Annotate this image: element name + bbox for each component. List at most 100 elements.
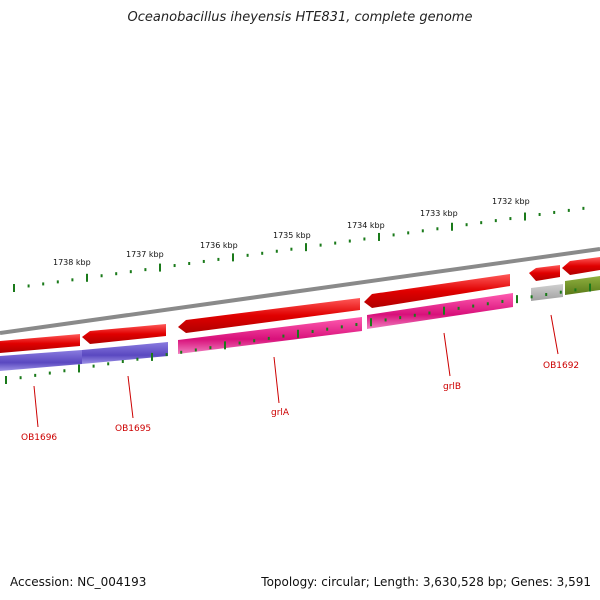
inner-tick-minor-26 <box>384 318 387 322</box>
label-ob1692[interactable]: OB1692 <box>543 361 579 371</box>
scale-tick-minor-36 <box>538 212 541 216</box>
label-ob1696[interactable]: OB1696 <box>21 433 57 443</box>
tick-label-1735: 1735 kbp <box>273 231 311 240</box>
scale-tick-minor-3 <box>56 280 59 284</box>
inner-tick-minor-23 <box>340 325 343 329</box>
inner-tick-minor-27 <box>399 316 402 320</box>
tick-label-1738: 1738 kbp <box>53 258 91 267</box>
inner-tick-minor-32 <box>472 304 475 308</box>
inner-tick-minor-24 <box>355 323 358 327</box>
inner-tick-marks <box>5 283 591 384</box>
inner-tick-minor-16 <box>238 341 241 345</box>
scale-tick-minor-2 <box>42 282 45 286</box>
gene-arrow-forward-3[interactable] <box>178 298 360 333</box>
gene-arrow-forward-5[interactable] <box>529 265 560 281</box>
scale-tick-labels: 1738 kbp 1737 kbp 1736 kbp 1735 kbp 1734… <box>53 197 530 267</box>
scale-tick-major-0 <box>13 284 15 292</box>
gene-grlb[interactable] <box>367 293 513 329</box>
inner-tick-major-10 <box>151 352 153 361</box>
gene-arrow-forward-2[interactable] <box>82 324 166 344</box>
scale-tick-minor-27 <box>407 231 410 235</box>
inner-tick-minor-11 <box>165 353 168 357</box>
genes-value: 3,591 <box>556 575 591 589</box>
inner-tick-minor-39 <box>574 288 577 292</box>
inner-tick-minor-12 <box>180 350 183 354</box>
scale-tick-minor-1 <box>27 284 30 288</box>
scale-tick-minor-32 <box>480 221 483 225</box>
inner-tick-minor-19 <box>282 334 285 338</box>
topology-label: Topology: <box>261 575 318 589</box>
scale-tick-minor-6 <box>100 274 103 278</box>
scale-tick-minor-18 <box>275 249 278 253</box>
length-value: 3,630,528 bp; <box>422 575 508 589</box>
genome-backbone <box>0 247 600 335</box>
inner-tick-minor-2 <box>34 373 37 377</box>
gene-arrow-forward-4[interactable] <box>364 274 510 308</box>
scale-tick-major-10 <box>159 263 161 272</box>
inner-tick-minor-7 <box>107 362 110 366</box>
tick-label-1736: 1736 kbp <box>200 241 238 250</box>
leader-ob1692 <box>550 314 559 355</box>
gene-labels: OB1696 OB1695 grlA grlB OB1692 <box>21 361 579 443</box>
inner-tick-minor-28 <box>413 313 416 317</box>
leader-grlb <box>443 332 451 377</box>
label-grlb[interactable]: grlB <box>443 382 461 392</box>
topology-value: circular; <box>321 575 370 589</box>
inner-tick-minor-22 <box>326 327 329 331</box>
tick-label-1733: 1733 kbp <box>420 209 458 218</box>
genome-title: Oceanobacillus iheyensis HTE831, complet… <box>127 10 473 25</box>
scale-tick-minor-29 <box>436 227 439 231</box>
scale-tick-minor-12 <box>188 261 191 265</box>
scale-tick-minor-11 <box>173 264 176 268</box>
scale-tick-minor-24 <box>363 237 366 241</box>
scale-tick-minor-23 <box>348 239 351 243</box>
inner-tick-minor-13 <box>194 348 197 352</box>
scale-tick-minor-22 <box>334 241 337 245</box>
gene-arrow-forward-6[interactable] <box>562 257 600 275</box>
scale-tick-minor-16 <box>246 253 249 257</box>
scale-tick-minor-26 <box>392 233 395 237</box>
label-ob1695[interactable]: OB1695 <box>115 424 151 434</box>
scale-tick-major-35 <box>524 212 526 221</box>
inner-tick-major-20 <box>297 329 299 338</box>
scale-tick-marks <box>13 206 585 292</box>
inner-tick-major-15 <box>224 341 226 350</box>
genome-stats: Topology: circular; Length: 3,630,528 bp… <box>261 575 591 589</box>
tick-label-1732: 1732 kbp <box>492 197 530 206</box>
scale-tick-minor-31 <box>465 223 468 227</box>
leader-ob1695 <box>127 375 134 419</box>
gene-ob1695[interactable] <box>82 342 168 364</box>
label-grla[interactable]: grlA <box>271 408 290 418</box>
inner-tick-major-25 <box>370 318 372 327</box>
scale-tick-major-5 <box>86 273 88 282</box>
scale-tick-minor-9 <box>144 268 147 272</box>
gene-label-leaders <box>33 314 559 428</box>
inner-tick-minor-36 <box>530 295 533 299</box>
inner-tick-minor-34 <box>501 299 504 303</box>
gene-ob1691[interactable] <box>565 276 600 295</box>
gene-ob1692[interactable] <box>531 284 563 301</box>
inner-tick-major-30 <box>443 306 445 315</box>
inner-tick-minor-8 <box>121 360 124 364</box>
scale-tick-minor-14 <box>217 257 220 261</box>
leader-grla <box>273 356 280 404</box>
scale-tick-major-20 <box>305 243 307 252</box>
inner-tick-minor-21 <box>311 329 314 333</box>
gene-ob1696[interactable] <box>0 350 82 371</box>
scale-tick-minor-19 <box>290 247 293 251</box>
inner-tick-major-35 <box>516 295 518 304</box>
gene-arrow-forward-1[interactable] <box>0 334 80 353</box>
inner-tick-minor-1 <box>19 376 22 380</box>
inner-tick-major-5 <box>78 364 80 373</box>
inner-tick-minor-38 <box>559 290 562 294</box>
tick-label-1734: 1734 kbp <box>347 221 385 230</box>
accession-value: NC_004193 <box>77 575 147 589</box>
scale-tick-minor-34 <box>509 217 512 221</box>
tick-label-1737: 1737 kbp <box>126 250 164 259</box>
scale-tick-minor-4 <box>71 278 74 282</box>
scale-tick-minor-8 <box>129 270 132 274</box>
accession-label: Accession: <box>10 575 74 589</box>
scale-tick-minor-28 <box>421 229 424 233</box>
scale-tick-minor-21 <box>319 243 322 247</box>
